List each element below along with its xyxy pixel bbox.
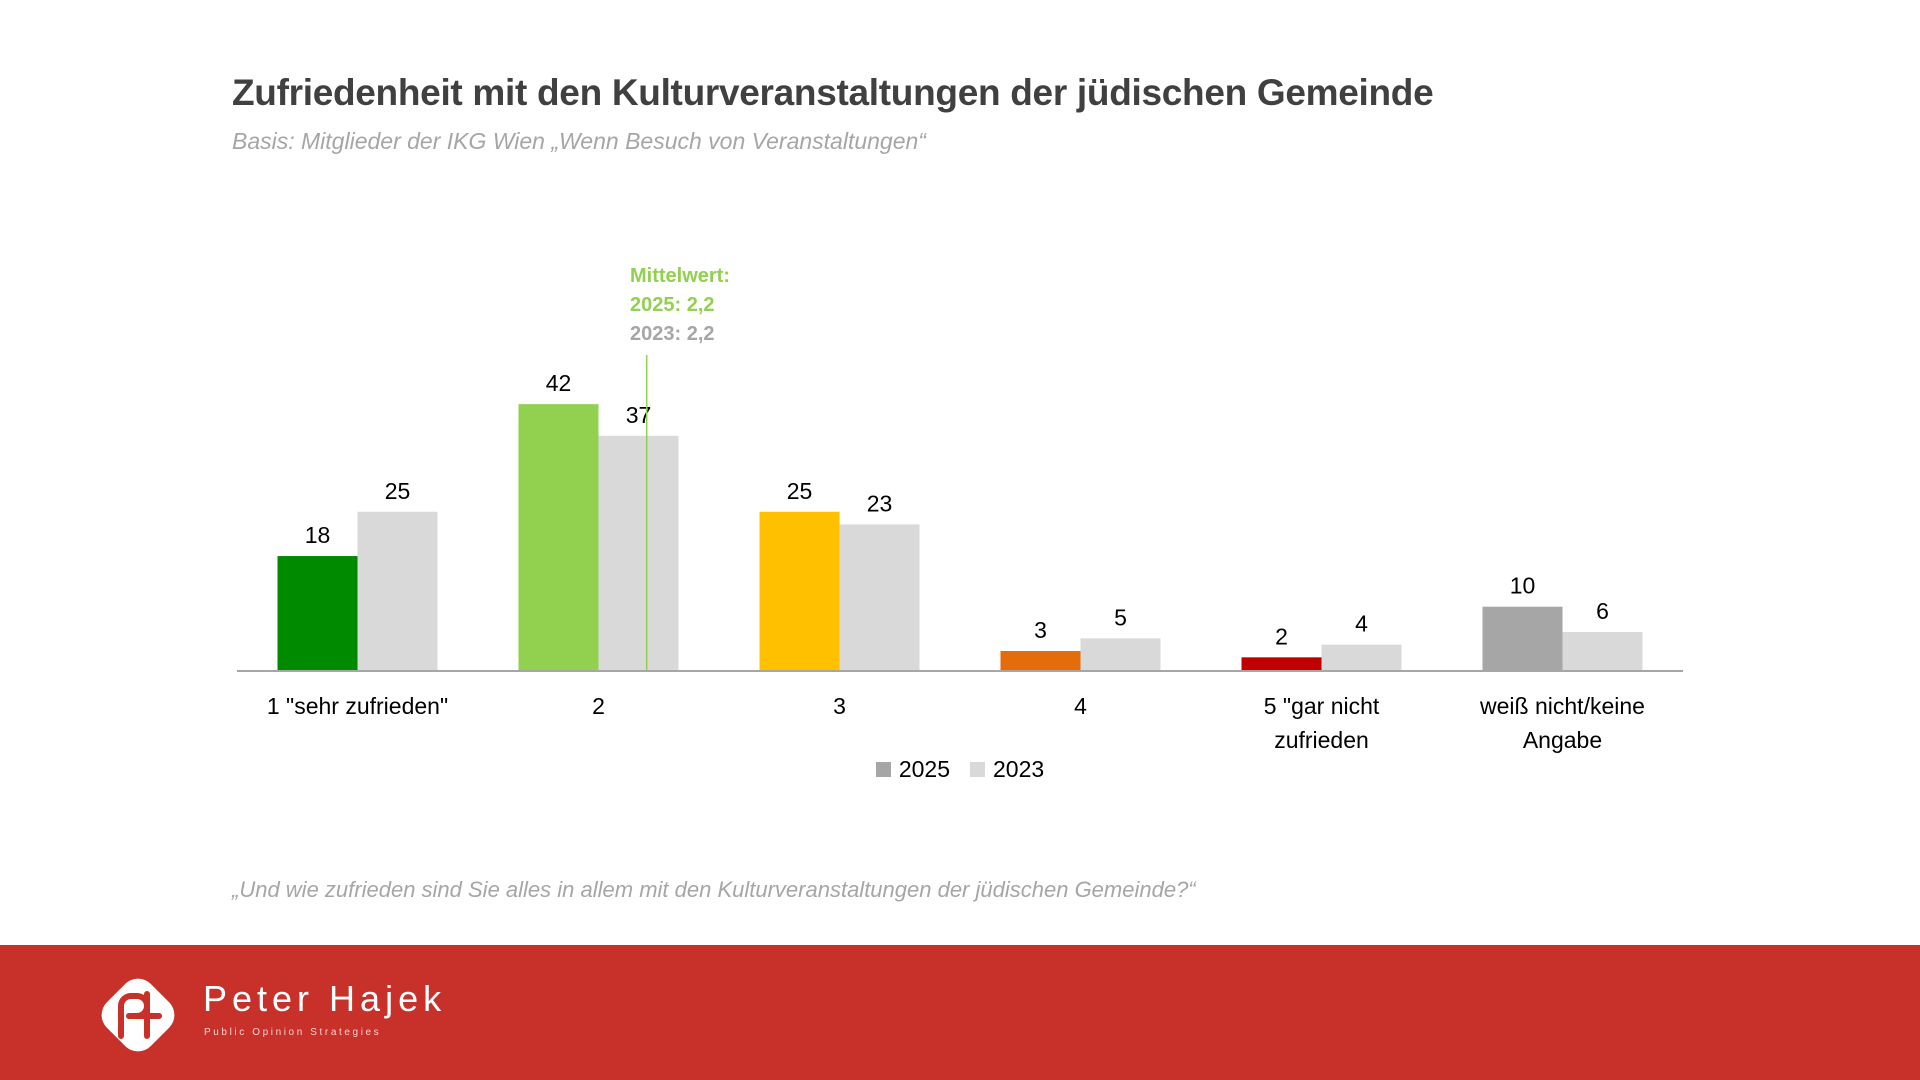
data-label-2023-2: 23 — [867, 490, 893, 516]
data-label-2025-5: 10 — [1510, 573, 1536, 599]
data-label-2025-0: 18 — [305, 522, 331, 548]
bar-2023-1 — [598, 435, 679, 670]
mean-annotation-2023: 2023: 2,2 — [630, 323, 715, 345]
brand-tagline: Public Opinion Strategies — [204, 1027, 382, 1038]
bar-2023-2 — [839, 524, 920, 670]
bar-2025-2 — [759, 511, 840, 670]
data-label-2023-0: 25 — [385, 478, 411, 504]
data-label-2023-5: 6 — [1596, 598, 1609, 624]
category-label-1: 2 — [592, 693, 605, 719]
data-label-2023-3: 5 — [1114, 604, 1127, 630]
bar-2023-4 — [1321, 644, 1402, 670]
mean-annotation-2025: 2025: 2,2 — [630, 294, 715, 316]
category-label-2: 3 — [833, 693, 846, 719]
category-label-3: 4 — [1074, 693, 1087, 719]
footer-band — [0, 945, 1920, 1080]
bar-2023-3 — [1080, 638, 1161, 670]
bar-2025-3 — [1000, 651, 1081, 670]
category-label-0: 1 "sehr zufrieden" — [267, 693, 448, 719]
category-label-5-line1: Angabe — [1523, 727, 1602, 753]
category-label-4: 5 "gar nicht — [1264, 693, 1380, 719]
bar-2023-0 — [357, 511, 438, 670]
chart-subtitle: Basis: Mitglieder der IKG Wien „Wenn Bes… — [232, 128, 926, 154]
data-label-2025-1: 42 — [546, 370, 572, 396]
bar-2025-0 — [277, 556, 358, 670]
legend-swatch-2023 — [970, 762, 985, 777]
category-label-5: weiß nicht/keine — [1479, 693, 1645, 719]
legend-label-2025: 2025 — [898, 756, 950, 782]
peter-hajek-logo-icon — [101, 978, 175, 1052]
data-label-2023-4: 4 — [1355, 611, 1368, 637]
bar-2023-5 — [1562, 632, 1643, 670]
brand-name: Peter Hajek — [203, 978, 447, 1019]
survey-question: „Und wie zufrieden sind Sie alles in all… — [232, 877, 1196, 902]
legend-item-2023: 2023 — [970, 756, 1044, 783]
mean-annotation: Mittelwert: 2025: 2,2 2023: 2,2 — [630, 262, 730, 349]
data-label-2025-3: 3 — [1034, 617, 1047, 643]
category-label-4-line1: zufrieden — [1274, 727, 1369, 753]
legend-label-2023: 2023 — [993, 756, 1045, 782]
data-label-2025-2: 25 — [787, 478, 813, 504]
legend-swatch-2025 — [875, 762, 891, 777]
data-label-2023-1: 37 — [626, 402, 652, 428]
data-label-2025-4: 2 — [1275, 623, 1288, 649]
bar-2025-1 — [518, 404, 599, 670]
bar-2025-5 — [1482, 606, 1563, 670]
mean-annotation-title: Mittelwert: — [630, 265, 730, 287]
bar-2025-4 — [1241, 657, 1322, 670]
legend-item-2025: 2025 — [875, 756, 950, 783]
chart-legend: 2025 2023 — [0, 756, 1920, 783]
chart-title: Zufriedenheit mit den Kulturveranstaltun… — [232, 72, 1434, 113]
